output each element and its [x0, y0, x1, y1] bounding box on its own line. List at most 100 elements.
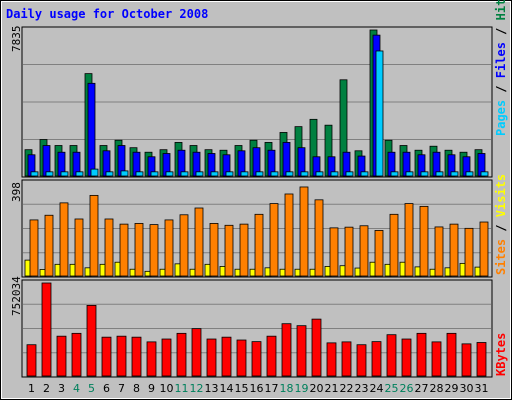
bottom-bar-kbytes-day-1	[26, 344, 37, 377]
chart-marks: 1 2 3 4 5 6 7 8 9 10 11 12 13 14 15 16 17 18 19 20 21 22 23 24 2…	[23, 29, 491, 395]
top-bar-pages-day-16	[255, 171, 264, 177]
top-bar-pages-day-29	[450, 171, 459, 177]
bottom-bar-kbytes-day-7	[116, 335, 127, 377]
bottom-bar-kbytes-day-11	[176, 332, 187, 377]
x-tick-label: 27	[415, 382, 429, 395]
top-bar-pages-day-24	[375, 50, 384, 177]
top-bar-pages-day-26	[405, 171, 414, 177]
top-bar-pages-day-13	[210, 171, 219, 177]
bottom-bar-kbytes-day-17	[266, 335, 277, 377]
x-tick-label: 31	[475, 382, 489, 395]
x-tick-label: 7	[118, 382, 125, 395]
middle-bar-sites-day-16	[254, 213, 264, 277]
x-tick-label: 16	[250, 382, 264, 395]
top-bar-pages-day-7	[120, 170, 129, 177]
bottom-bar-kbytes-day-22	[341, 341, 352, 377]
top-bar-pages-day-20	[315, 171, 324, 177]
middle-bar-sites-day-2	[44, 214, 54, 277]
bottom-bar-kbytes-day-18	[281, 323, 292, 377]
bottom-bar-kbytes-day-24	[371, 341, 382, 377]
bottom-bar-kbytes-day-10	[161, 338, 172, 377]
top-bar-pages-day-25	[390, 171, 399, 177]
top-bar-pages-day-6	[105, 171, 114, 177]
bottom-bar-kbytes-day-3	[56, 335, 67, 377]
legend-pages: Pages	[494, 100, 508, 136]
x-tick-label: 10	[160, 382, 174, 395]
bottom-bar-kbytes-day-16	[251, 341, 262, 377]
legend-separator: /	[494, 20, 508, 42]
x-tick-label: 21	[325, 382, 339, 395]
top-bar-pages-day-1	[30, 171, 39, 177]
top-bar-pages-day-4	[75, 171, 84, 177]
x-tick-label: 2	[43, 382, 50, 395]
bottom-bar-kbytes-day-15	[236, 339, 247, 377]
middle-bar-sites-day-19	[299, 186, 309, 277]
x-tick-label: 6	[103, 382, 110, 395]
x-tick-label: 20	[310, 382, 324, 395]
x-tick-label: 5	[88, 382, 95, 395]
top-bar-pages-day-9	[150, 171, 159, 177]
top-bar-pages-day-14	[225, 171, 234, 177]
middle-bar-sites-day-17	[269, 203, 279, 277]
middle-bar-sites-day-3	[59, 202, 69, 277]
middle-bar-sites-day-13	[209, 223, 219, 277]
middle-bar-sites-day-22	[344, 226, 354, 277]
top-bar-pages-day-17	[270, 171, 279, 177]
x-tick-label: 18	[280, 382, 294, 395]
top-bar-files-day-5	[87, 82, 96, 177]
x-tick-label: 28	[430, 382, 444, 395]
x-tick-label: 11	[175, 382, 189, 395]
top-bar-pages-day-23	[360, 171, 369, 177]
middle-bar-sites-day-31	[479, 221, 489, 277]
middle-bar-sites-day-10	[164, 219, 174, 277]
top-bar-pages-day-30	[465, 171, 474, 177]
x-tick-label: 23	[355, 382, 369, 395]
top-bar-pages-day-3	[60, 171, 69, 177]
middle-bar-sites-day-12	[194, 207, 204, 277]
middle-bar-sites-day-11	[179, 214, 189, 277]
legend-kbytes: KBytes	[494, 333, 508, 376]
top-bar-pages-day-8	[135, 171, 144, 177]
bottom-bar-kbytes-day-23	[356, 344, 367, 377]
bottom-bar-kbytes-day-31	[476, 342, 487, 377]
bottom-bar-kbytes-day-13	[206, 338, 217, 377]
x-tick-label: 15	[235, 382, 249, 395]
x-tick-label: 22	[340, 382, 354, 395]
top-bar-pages-day-19	[300, 171, 309, 177]
bottom-bar-kbytes-day-12	[191, 328, 202, 377]
middle-bar-sites-day-26	[404, 203, 414, 277]
bottom-bar-kbytes-day-30	[461, 343, 472, 377]
x-tick-label: 17	[265, 382, 279, 395]
middle-bar-sites-day-27	[419, 205, 429, 277]
x-tick-label: 25	[385, 382, 399, 395]
chart-title: Daily usage for October 2008	[6, 7, 208, 21]
top-bar-pages-day-5	[90, 168, 99, 177]
middle-bar-sites-day-18	[284, 193, 294, 277]
x-tick-label: 30	[460, 382, 474, 395]
top-bar-pages-day-15	[240, 171, 249, 177]
top-bar-pages-day-27	[420, 171, 429, 177]
bottom-bar-kbytes-day-19	[296, 325, 307, 377]
x-tick-label: 4	[73, 382, 80, 395]
middle-bar-sites-day-7	[119, 223, 129, 277]
bottom-bar-kbytes-day-4	[71, 332, 82, 377]
bottom-bar-kbytes-day-28	[431, 341, 442, 377]
bottom-bar-kbytes-day-5	[86, 304, 97, 377]
x-tick-label: 29	[445, 382, 459, 395]
middle-bar-sites-day-21	[329, 227, 339, 277]
top-bar-pages-day-31	[480, 171, 489, 177]
middle-bar-sites-day-28	[434, 226, 444, 277]
x-tick-label: 14	[220, 382, 234, 395]
middle-bar-sites-day-15	[239, 223, 249, 277]
middle-bar-sites-day-9	[149, 224, 159, 277]
middle-bar-sites-day-6	[104, 218, 114, 277]
bottom-bar-kbytes-day-27	[416, 332, 427, 377]
middle-bar-sites-day-4	[74, 218, 84, 277]
legend-separator: /	[494, 78, 508, 100]
bottom-bar-kbytes-day-14	[221, 336, 232, 377]
x-tick-label: 8	[133, 382, 140, 395]
top-bar-pages-day-18	[285, 171, 294, 177]
middle-bar-sites-day-1	[29, 219, 39, 277]
top-bar-pages-day-10	[165, 171, 174, 177]
legend-files: Files	[494, 42, 508, 78]
